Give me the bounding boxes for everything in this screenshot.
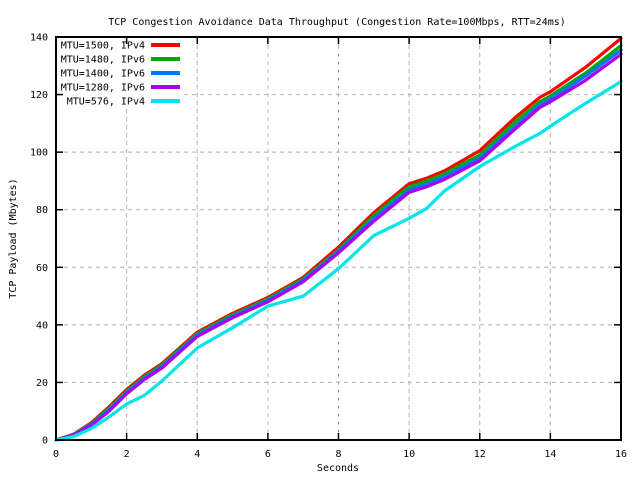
legend-item: MTU=1400, IPv6 xyxy=(61,69,180,80)
legend: MTU=1500, IPv4 MTU=1480, IPv6 MTU=1400, IP… xyxy=(61,41,180,108)
y-tick-label: 40 xyxy=(36,320,48,331)
legend-item: MTU=1480, IPv6 xyxy=(61,55,180,66)
x-tick-label: 16 xyxy=(615,449,627,460)
tick-marks xyxy=(55,36,622,441)
legend-label: MTU=1400, IPv6 xyxy=(61,69,145,80)
y-tick-label: 60 xyxy=(36,263,48,274)
legend-label: MTU=1480, IPv6 xyxy=(61,55,145,66)
x-tick-label: 2 xyxy=(124,449,130,460)
data-series xyxy=(54,36,623,442)
legend-item: MTU=1280, IPv6 xyxy=(61,83,180,94)
y-tick-label: 80 xyxy=(36,205,48,216)
x-tick-label: 8 xyxy=(335,449,341,460)
y-tick-label: 0 xyxy=(42,436,48,447)
legend-item: MTU=1500, IPv4 xyxy=(61,41,180,52)
x-tick-label: 10 xyxy=(403,449,415,460)
legend-item: MTU=576, IPv4 xyxy=(67,97,180,108)
x-tick-label: 4 xyxy=(194,449,200,460)
legend-label: MTU=1280, IPv6 xyxy=(61,83,145,94)
x-tick-label: 14 xyxy=(544,449,556,460)
y-tick-label: 100 xyxy=(30,148,48,159)
x-tick-label: 0 xyxy=(53,449,59,460)
series-line-4 xyxy=(54,80,623,442)
x-tick-label: 6 xyxy=(265,449,271,460)
x-axis-label: Seconds xyxy=(317,463,359,474)
chart-title: TCP Congestion Avoidance Data Throughput… xyxy=(108,17,566,28)
series-line-3 xyxy=(54,52,623,442)
y-tick-label: 120 xyxy=(30,90,48,101)
y-tick-label: 20 xyxy=(36,378,48,389)
y-axis-label: TCP Payload (Mbytes) xyxy=(8,178,19,298)
tick-labels: 0 2 4 6 8 10 12 14 16 0 20 40 60 80 100 120 140 xyxy=(30,33,627,461)
legend-label: MTU=576, IPv4 xyxy=(67,97,145,108)
y-tick-label: 140 xyxy=(30,33,48,44)
legend-label: MTU=1500, IPv4 xyxy=(61,41,145,52)
x-tick-label: 12 xyxy=(474,449,486,460)
